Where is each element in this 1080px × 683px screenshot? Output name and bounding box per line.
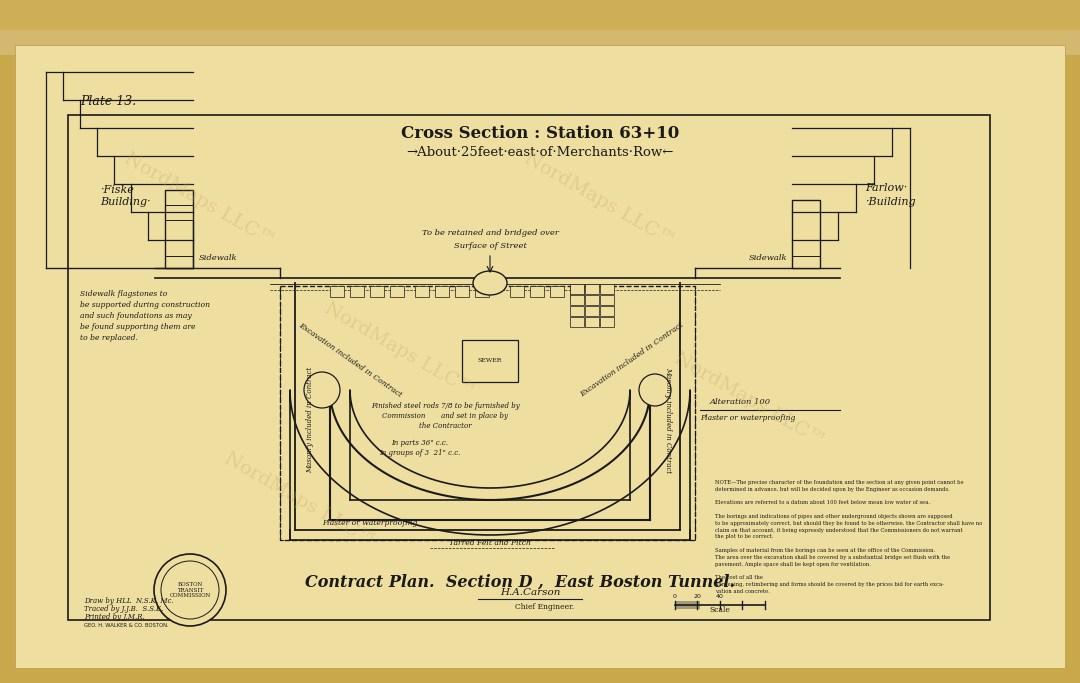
- Bar: [0, 0, 1080, 55]
- Text: 40: 40: [716, 594, 724, 599]
- Text: Sidewalk: Sidewalk: [199, 254, 238, 262]
- Text: 20: 20: [693, 594, 701, 599]
- Text: Traced by J.J.B.  S.S.E.: Traced by J.J.B. S.S.E.: [84, 605, 163, 613]
- Text: Scale: Scale: [710, 606, 730, 614]
- Bar: [280, 286, 696, 540]
- Text: Commission       and set in place by: Commission and set in place by: [382, 412, 508, 420]
- Bar: [600, 317, 615, 327]
- Bar: [585, 306, 599, 316]
- Text: Building·: Building·: [100, 197, 150, 207]
- Text: Plaster or waterproofing: Plaster or waterproofing: [700, 414, 795, 422]
- Bar: [570, 286, 584, 297]
- Bar: [600, 295, 615, 305]
- Bar: [675, 601, 680, 609]
- Bar: [550, 286, 564, 297]
- Bar: [792, 200, 820, 268]
- Ellipse shape: [161, 561, 219, 619]
- Bar: [455, 286, 469, 297]
- Text: Masonry included in Contract: Masonry included in Contract: [306, 367, 314, 473]
- Text: Draw by HLL  N.S.K. Mc.: Draw by HLL N.S.K. Mc.: [84, 597, 174, 605]
- Text: Surface of Street: Surface of Street: [454, 242, 526, 250]
- Bar: [330, 286, 345, 297]
- Text: Contract Plan.  Section D ,  East Boston Tunnel.: Contract Plan. Section D , East Boston T…: [305, 574, 735, 591]
- Text: ·Building: ·Building: [865, 197, 916, 207]
- Text: →About·25feet·east·of·Merchants·Row←: →About·25feet·east·of·Merchants·Row←: [406, 145, 674, 158]
- Text: Excavation included in Contract: Excavation included in Contract: [297, 321, 403, 399]
- Bar: [435, 286, 449, 297]
- Bar: [165, 190, 193, 268]
- Bar: [510, 286, 524, 297]
- Text: Chief Engineer.: Chief Engineer.: [515, 603, 575, 611]
- Text: NordMaps LLC™: NordMaps LLC™: [672, 350, 828, 451]
- Bar: [570, 284, 584, 294]
- Bar: [390, 286, 404, 297]
- Ellipse shape: [473, 271, 507, 295]
- Text: Cross Section : Station 63+10: Cross Section : Station 63+10: [401, 124, 679, 141]
- Text: NordMaps LLC™: NordMaps LLC™: [322, 299, 478, 400]
- Text: 0: 0: [673, 594, 677, 599]
- Bar: [462, 340, 518, 382]
- Bar: [415, 286, 429, 297]
- Text: SEWER: SEWER: [477, 359, 502, 363]
- Bar: [475, 286, 489, 297]
- Bar: [680, 601, 685, 609]
- Text: Finished steel rods 7/8 to be furnished by: Finished steel rods 7/8 to be furnished …: [370, 402, 519, 410]
- Bar: [585, 295, 599, 305]
- Text: Sidewalk: Sidewalk: [748, 254, 787, 262]
- Text: the Contractor: the Contractor: [419, 422, 471, 430]
- Bar: [570, 295, 584, 305]
- Text: Alteration 100: Alteration 100: [710, 398, 771, 406]
- Bar: [600, 284, 615, 294]
- Bar: [585, 317, 599, 327]
- Text: Excavation included in Contract: Excavation included in Contract: [579, 321, 685, 399]
- Text: Masonry included in Contract: Masonry included in Contract: [664, 367, 672, 473]
- Bar: [68, 115, 990, 620]
- Text: In parts 36" c.c.: In parts 36" c.c.: [391, 439, 448, 447]
- Text: NOTE—The precise character of the foundation and the section at any given point : NOTE—The precise character of the founda…: [715, 480, 983, 594]
- Bar: [0, 0, 1080, 30]
- Text: H.A.Carson: H.A.Carson: [500, 588, 561, 597]
- Text: ·Fiske: ·Fiske: [100, 185, 134, 195]
- Text: NordMaps LLC™: NordMaps LLC™: [221, 449, 379, 550]
- Bar: [690, 601, 696, 609]
- Bar: [530, 286, 544, 297]
- Text: To be retained and bridged over: To be retained and bridged over: [421, 229, 558, 237]
- Text: Printed by J.M.R.: Printed by J.M.R.: [84, 613, 145, 621]
- Bar: [585, 284, 599, 294]
- Ellipse shape: [639, 374, 671, 406]
- Bar: [570, 306, 584, 316]
- Text: NordMaps LLC™: NordMaps LLC™: [522, 150, 678, 251]
- Text: Plate 13.: Plate 13.: [80, 95, 136, 108]
- Ellipse shape: [154, 554, 226, 626]
- Bar: [685, 601, 690, 609]
- Bar: [350, 286, 364, 297]
- Text: GEO. H. WALKER & CO. BOSTON.: GEO. H. WALKER & CO. BOSTON.: [84, 623, 168, 628]
- Bar: [696, 601, 700, 609]
- Text: Plaster or waterproofing: Plaster or waterproofing: [322, 519, 418, 527]
- Text: Sidewalk flagstones to
be supported during construction
and such foundations as : Sidewalk flagstones to be supported duri…: [80, 290, 210, 342]
- Text: BOSTON
TRANSIT
COMMISSION: BOSTON TRANSIT COMMISSION: [170, 582, 211, 598]
- Bar: [570, 317, 584, 327]
- Ellipse shape: [303, 372, 340, 408]
- Text: NordMaps LLC™: NordMaps LLC™: [121, 150, 279, 251]
- Text: Tarred Felt and Pitch: Tarred Felt and Pitch: [449, 539, 531, 547]
- Text: Farlow·: Farlow·: [865, 183, 907, 193]
- Bar: [600, 306, 615, 316]
- Bar: [370, 286, 384, 297]
- Text: In groups of 3  21" c.c.: In groups of 3 21" c.c.: [379, 449, 461, 457]
